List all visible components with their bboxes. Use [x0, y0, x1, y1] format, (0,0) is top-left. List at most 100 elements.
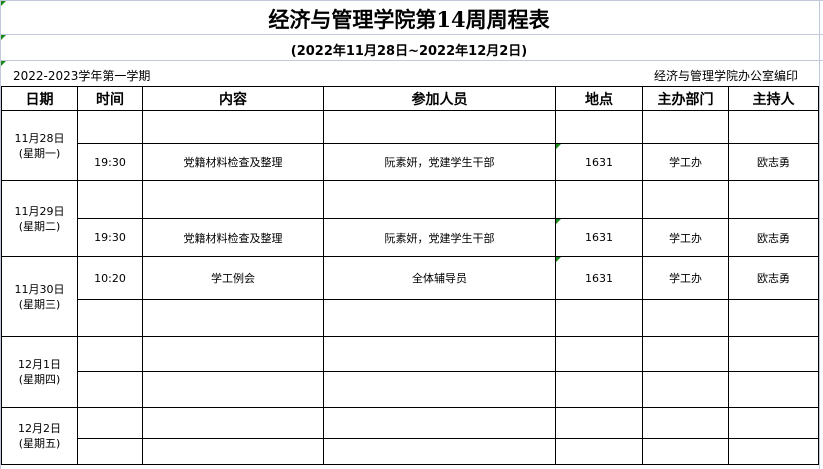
location-cell[interactable] — [555, 299, 643, 337]
department-cell[interactable] — [642, 110, 729, 144]
table-row: 19:30 党籍材料检查及整理 阮素妍，党建学生干部 1631 学工办 欧志勇 — [2, 218, 819, 257]
content-cell[interactable] — [142, 110, 324, 144]
department-cell[interactable] — [642, 180, 729, 219]
participants-cell[interactable]: 阮素妍，党建学生干部 — [323, 218, 556, 257]
host-cell[interactable] — [728, 438, 819, 465]
table-row — [2, 371, 819, 408]
department-cell[interactable] — [642, 299, 729, 337]
time-cell[interactable] — [77, 110, 143, 144]
cell-marker — [556, 144, 561, 149]
participants-cell[interactable] — [323, 299, 556, 337]
department-cell[interactable]: 学工办 — [642, 218, 729, 257]
participants-cell[interactable]: 全体辅导员 — [323, 256, 556, 300]
content-cell[interactable]: 党籍材料检查及整理 — [142, 143, 324, 181]
content-cell[interactable]: 党籍材料检查及整理 — [142, 218, 324, 257]
date-text: 11月29日 — [14, 204, 65, 218]
term-label: 2022-2023学年第一学期 — [13, 69, 151, 83]
table-row — [2, 438, 819, 465]
date-range: (2022年11月28日~2022年12月2日) — [290, 44, 528, 59]
content-cell[interactable] — [142, 336, 324, 372]
time-cell[interactable]: 10:20 — [77, 256, 143, 300]
content-cell[interactable] — [142, 299, 324, 337]
weekday-text: (星期二) — [18, 219, 61, 233]
participants-cell[interactable] — [323, 110, 556, 144]
cell-marker — [1, 1, 6, 6]
content-cell[interactable] — [142, 180, 324, 219]
time-cell[interactable]: 19:30 — [77, 143, 143, 181]
date-text: 11月28日 — [14, 131, 65, 145]
location-cell[interactable] — [555, 407, 643, 439]
date-cell[interactable]: 12月1日 (星期四) — [1, 336, 78, 408]
department-cell[interactable] — [642, 371, 729, 408]
date-cell[interactable]: 11月28日 (星期一) — [1, 110, 78, 181]
participants-cell[interactable]: 阮素妍，党建学生干部 — [323, 143, 556, 181]
time-cell[interactable] — [77, 407, 143, 439]
date-cell[interactable]: 11月30日 (星期三) — [1, 256, 78, 337]
table-row — [2, 299, 819, 337]
content-cell[interactable] — [142, 407, 324, 439]
column-header[interactable]: 时间 — [77, 86, 143, 111]
cell-marker — [556, 257, 561, 262]
time-cell[interactable] — [77, 299, 143, 337]
weekday-text: (星期五) — [18, 437, 61, 450]
date-text: 12月1日 — [18, 358, 61, 371]
weekday-text: (星期三) — [18, 297, 61, 311]
location-cell[interactable] — [555, 438, 643, 465]
column-header[interactable]: 主持人 — [728, 86, 819, 111]
page-title: 经济与管理学院第14周周程表 — [268, 7, 550, 32]
participants-cell[interactable] — [323, 336, 556, 372]
time-cell[interactable] — [77, 180, 143, 219]
host-cell[interactable]: 欧志勇 — [728, 143, 819, 181]
column-header[interactable]: 日期 — [1, 86, 78, 111]
schedule-table: 日期 时间 内容 参加人员 地点 主办部门 主持人 11月28日 (星期一) 19:30 党籍材料… — [1, 86, 819, 465]
host-cell[interactable] — [728, 407, 819, 439]
department-cell[interactable]: 学工办 — [642, 143, 729, 181]
time-cell[interactable] — [77, 371, 143, 408]
cell-marker — [556, 219, 561, 224]
content-cell[interactable] — [142, 438, 324, 465]
participants-cell[interactable] — [323, 438, 556, 465]
host-cell[interactable] — [728, 299, 819, 337]
host-cell[interactable] — [728, 336, 819, 372]
department-cell[interactable] — [642, 438, 729, 465]
column-header[interactable]: 主办部门 — [642, 86, 729, 111]
host-cell[interactable]: 欧志勇 — [728, 218, 819, 257]
location-cell[interactable] — [555, 110, 643, 144]
header-row: 日期 时间 内容 参加人员 地点 主办部门 主持人 — [1, 86, 819, 111]
date-cell[interactable]: 12月2日 (星期五) — [1, 407, 78, 465]
table-row: 12月1日 (星期四) — [1, 336, 819, 408]
department-cell[interactable]: 学工办 — [642, 256, 729, 300]
location-cell[interactable] — [555, 371, 643, 408]
participants-cell[interactable] — [323, 180, 556, 219]
participants-cell[interactable] — [323, 407, 556, 439]
table-row: 12月2日 (星期五) — [1, 407, 819, 465]
table-row: 11月29日 (星期二) — [1, 180, 819, 257]
host-cell[interactable]: 欧志勇 — [728, 256, 819, 300]
date-text: 12月2日 — [18, 422, 61, 435]
participants-cell[interactable] — [323, 371, 556, 408]
content-cell[interactable]: 学工例会 — [142, 256, 324, 300]
host-cell[interactable] — [728, 180, 819, 219]
time-cell[interactable] — [77, 336, 143, 372]
column-header[interactable]: 内容 — [142, 86, 324, 111]
location-cell[interactable]: 1631 — [555, 143, 643, 181]
location-cell[interactable] — [555, 336, 643, 372]
column-header[interactable]: 参加人员 — [323, 86, 556, 111]
weekday-text: (星期四) — [18, 373, 61, 386]
department-cell[interactable] — [642, 336, 729, 372]
cell-marker — [1, 61, 6, 66]
host-cell[interactable] — [728, 110, 819, 144]
location-cell[interactable] — [555, 180, 643, 219]
table-row: 11月30日 (星期三) 10:20 学工例会 全体辅导员 1631 学工办 欧志勇 — [1, 256, 819, 337]
time-cell[interactable] — [77, 438, 143, 465]
table-row: 19:30 党籍材料检查及整理 阮素妍，党建学生干部 1631 学工办 欧志勇 — [2, 143, 819, 181]
date-text: 11月30日 — [14, 282, 65, 296]
host-cell[interactable] — [728, 371, 819, 408]
column-header[interactable]: 地点 — [555, 86, 643, 111]
time-cell[interactable]: 19:30 — [77, 218, 143, 257]
location-cell[interactable]: 1631 — [555, 218, 643, 257]
department-cell[interactable] — [642, 407, 729, 439]
location-cell[interactable]: 1631 — [555, 256, 643, 300]
content-cell[interactable] — [142, 371, 324, 408]
date-cell[interactable]: 11月29日 (星期二) — [1, 180, 78, 257]
